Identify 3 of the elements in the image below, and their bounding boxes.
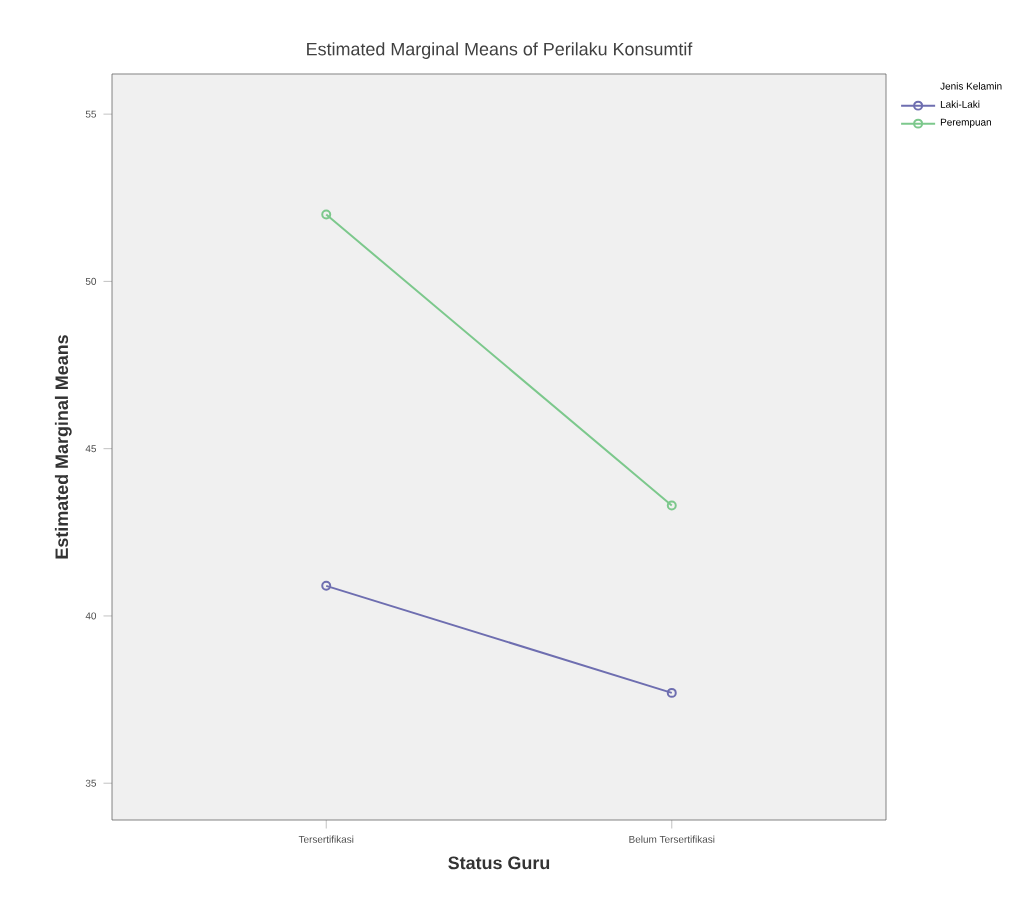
x-axis-title: Status Guru xyxy=(448,856,550,870)
chart-title: Estimated Marginal Means of Perilaku Konsumtif xyxy=(307,42,693,59)
y-axis-title: Estimated Marginal Means xyxy=(54,335,72,559)
